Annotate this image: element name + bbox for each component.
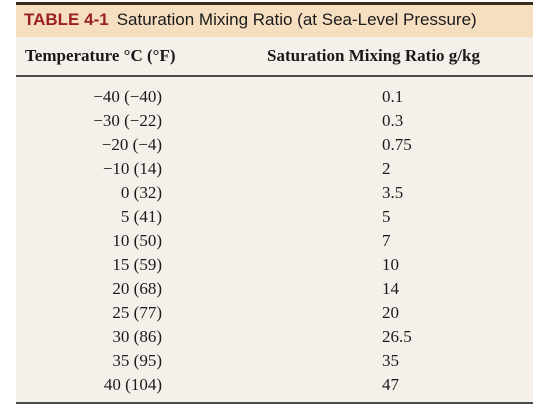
table-row: −20 (−4) 0.75 [16, 133, 533, 157]
temperature-cell: 25 (77) [112, 303, 162, 322]
table-number: TABLE 4-1 [24, 10, 109, 29]
column-header-mixing-ratio: Saturation Mixing Ratio g/kg [267, 46, 480, 65]
table-row: 25 (77) 20 [16, 301, 533, 325]
mixing-ratio-cell: 7 [382, 231, 391, 250]
table-row: −10 (14) 2 [16, 157, 533, 181]
temperature-cell: 15 (59) [112, 255, 162, 274]
temperature-cell: 5 (41) [120, 207, 162, 226]
table-row: 10 (50) 7 [16, 229, 533, 253]
mixing-ratio-cell: 35 [382, 351, 399, 370]
mixing-ratio-cell: 26.5 [382, 327, 412, 346]
mixing-ratio-cell: 47 [382, 375, 399, 394]
temperature-cell: −20 (−4) [101, 135, 162, 154]
mixing-ratio-cell: 14 [382, 279, 399, 298]
temperature-cell: −10 (14) [102, 159, 162, 178]
temperature-cell: 20 (68) [112, 279, 162, 298]
table-row: 5 (41) 5 [16, 205, 533, 229]
mixing-ratio-cell: 2 [382, 159, 391, 178]
table-row: 0 (32) 3.5 [16, 181, 533, 205]
table-caption: TABLE 4-1 Saturation Mixing Ratio (at Sea… [16, 2, 533, 37]
temperature-cell: 10 (50) [112, 231, 162, 250]
table-row: −30 (−22) 0.3 [16, 109, 533, 133]
table-row: −40 (−40) 0.1 [16, 85, 533, 109]
mixing-ratio-cell: 0.1 [382, 87, 404, 106]
temperature-cell: 40 (104) [103, 375, 162, 394]
column-header-temperature: Temperature °C (°F) [25, 46, 176, 65]
temperature-cell: 0 (32) [120, 183, 162, 202]
table-row: 40 (104) 47 [16, 373, 533, 397]
mixing-ratio-cell: 0.75 [382, 135, 412, 154]
temperature-cell: 30 (86) [112, 327, 162, 346]
table-row: 30 (86) 26.5 [16, 325, 533, 349]
mixing-ratio-cell: 20 [382, 303, 399, 322]
mixing-ratio-cell: 0.3 [382, 111, 404, 130]
temperature-cell: 35 (95) [112, 351, 162, 370]
table-header-row: Temperature °C (°F) Saturation Mixing Ra… [16, 37, 533, 77]
mixing-ratio-cell: 10 [382, 255, 399, 274]
temperature-cell: −30 (−22) [93, 111, 162, 130]
table-row: 35 (95) 35 [16, 349, 533, 373]
table-title: Saturation Mixing Ratio (at Sea-Level Pr… [116, 10, 477, 29]
table-row: 20 (68) 14 [16, 277, 533, 301]
mixing-ratio-cell: 5 [382, 207, 391, 226]
table-row: 15 (59) 10 [16, 253, 533, 277]
temperature-cell: −40 (−40) [93, 87, 162, 106]
table-body: −40 (−40) 0.1 −30 (−22) 0.3 −20 (−4) 0.7… [16, 77, 533, 404]
mixing-ratio-cell: 3.5 [382, 183, 404, 202]
